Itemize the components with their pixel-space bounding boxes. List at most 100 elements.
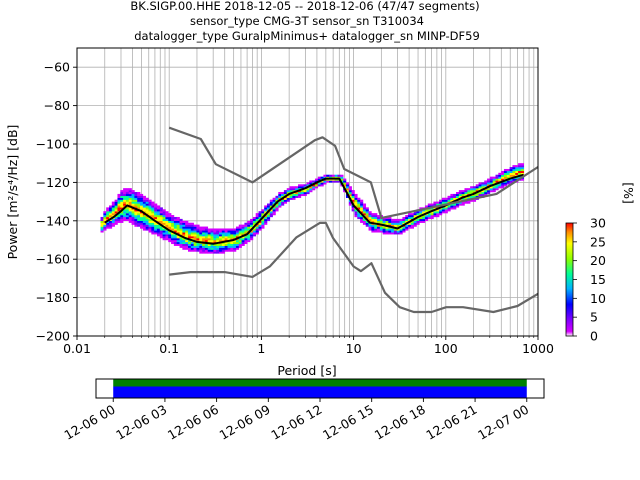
heatmap-cell — [221, 251, 225, 254]
heatmap-cell — [187, 249, 192, 252]
heatmap-cell — [151, 216, 155, 220]
heatmap-cell — [503, 180, 508, 183]
heatmap-cell — [303, 193, 307, 197]
heatmap-cell — [244, 236, 248, 239]
heatmap-cell — [345, 190, 350, 193]
heatmap-cell — [210, 238, 214, 241]
timeline-bar-bottom — [113, 386, 527, 398]
heatmap-cell — [210, 243, 214, 246]
heatmap-cell — [300, 193, 304, 197]
heatmap-cell — [219, 232, 223, 235]
heatmap-cell — [368, 216, 372, 220]
heatmap-cell — [402, 216, 406, 220]
heatmap-cell — [247, 234, 251, 237]
heatmap-cell — [489, 188, 493, 191]
heatmap-cell — [238, 226, 242, 229]
heatmap-cell — [312, 180, 316, 183]
heatmap-cell — [489, 180, 493, 183]
heatmap-cell — [244, 230, 248, 233]
heatmap-cell — [340, 178, 344, 181]
heatmap-cell — [498, 184, 502, 187]
heatmap-cell — [142, 209, 146, 212]
heatmap-cell — [196, 228, 200, 231]
heatmap-cell — [503, 184, 508, 187]
heatmap-cell — [413, 220, 417, 223]
heatmap-cell — [224, 232, 228, 235]
heatmap-cell — [131, 216, 135, 220]
heatmap-cell — [498, 178, 502, 181]
heatmap-cell — [168, 234, 172, 237]
heatmap-cell — [492, 178, 496, 181]
heatmap-cell — [379, 228, 383, 231]
heatmap-cell — [354, 199, 358, 202]
heatmap-cell — [137, 197, 141, 200]
heatmap-cell — [292, 197, 296, 200]
heatmap-cell — [365, 220, 369, 223]
heatmap-cell — [241, 236, 245, 239]
heatmap-cell — [503, 170, 508, 173]
heatmap-cell — [323, 182, 327, 185]
heatmap-cell — [196, 224, 200, 227]
heatmap-cell — [128, 190, 132, 193]
colorbar-tick-label: 10 — [590, 291, 606, 306]
heatmap-cell — [385, 226, 389, 229]
heatmap-cell — [165, 238, 169, 241]
heatmap-cell — [467, 192, 471, 195]
heatmap-cell — [458, 203, 462, 206]
heatmap-cell — [140, 197, 144, 200]
heatmap-cell — [331, 174, 335, 177]
heatmap-cell — [405, 224, 409, 227]
heatmap-cell — [134, 222, 138, 225]
heatmap-cell — [204, 230, 209, 233]
heatmap-cell — [165, 218, 169, 221]
heatmap-cell — [168, 222, 172, 225]
heatmap-cell — [362, 220, 367, 223]
heatmap-cell — [506, 174, 510, 177]
heatmap-cell — [351, 199, 355, 202]
y-tick-label: −120 — [36, 175, 70, 190]
heatmap-cell — [250, 234, 254, 237]
heatmap-cell — [419, 213, 423, 216]
heatmap-cell — [154, 211, 158, 214]
heatmap-cell — [199, 236, 203, 239]
heatmap-cell — [134, 218, 138, 221]
heatmap-cell — [108, 205, 113, 208]
heatmap-cell — [207, 240, 211, 243]
heatmap-cell — [266, 218, 271, 221]
heatmap-cell — [399, 218, 403, 221]
heatmap-cell — [137, 193, 141, 197]
heatmap-cell — [433, 207, 437, 210]
heatmap-cell — [185, 232, 189, 235]
heatmap-cell — [171, 222, 175, 225]
heatmap-cell — [176, 241, 180, 245]
heatmap-cell — [185, 245, 189, 248]
heatmap-cell — [295, 195, 299, 198]
heatmap-cell — [447, 207, 451, 210]
heatmap-cell — [238, 238, 242, 241]
heatmap-cell — [221, 232, 225, 235]
heatmap-cell — [176, 232, 180, 235]
heatmap-cell — [230, 230, 234, 233]
heatmap-cell — [207, 238, 211, 241]
heatmap-cell — [247, 228, 251, 231]
heatmap-cell — [286, 197, 290, 200]
heatmap-cell — [233, 243, 237, 246]
heatmap-cell — [275, 205, 279, 208]
heatmap-cell — [503, 172, 508, 175]
heatmap-cell — [162, 218, 166, 221]
heatmap-cell — [419, 211, 423, 214]
heatmap-cell — [128, 195, 132, 198]
heatmap-cell — [360, 218, 364, 221]
heatmap-cell — [106, 213, 110, 216]
heatmap-cell — [382, 232, 386, 235]
heatmap-cell — [348, 195, 352, 198]
heatmap-cell — [221, 230, 225, 233]
heatmap-cell — [374, 213, 378, 216]
heatmap-cell — [216, 245, 220, 248]
heatmap-cell — [176, 236, 180, 239]
heatmap-cell — [439, 201, 443, 204]
heatmap-cell — [221, 236, 225, 239]
heatmap-cell — [145, 201, 149, 204]
heatmap-cell — [408, 222, 412, 225]
heatmap-cell — [216, 234, 220, 237]
